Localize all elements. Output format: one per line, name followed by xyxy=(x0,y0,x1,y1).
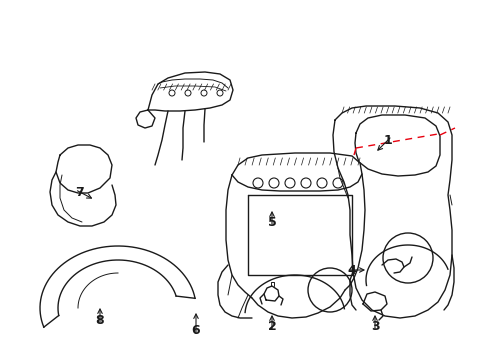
Text: 6: 6 xyxy=(191,324,200,337)
Text: 8: 8 xyxy=(96,314,104,327)
Text: 7: 7 xyxy=(76,185,84,198)
Text: 4: 4 xyxy=(347,264,356,276)
Text: 1: 1 xyxy=(383,134,391,147)
Text: 5: 5 xyxy=(267,216,276,229)
Text: 2: 2 xyxy=(267,320,276,333)
Text: 3: 3 xyxy=(370,320,379,333)
